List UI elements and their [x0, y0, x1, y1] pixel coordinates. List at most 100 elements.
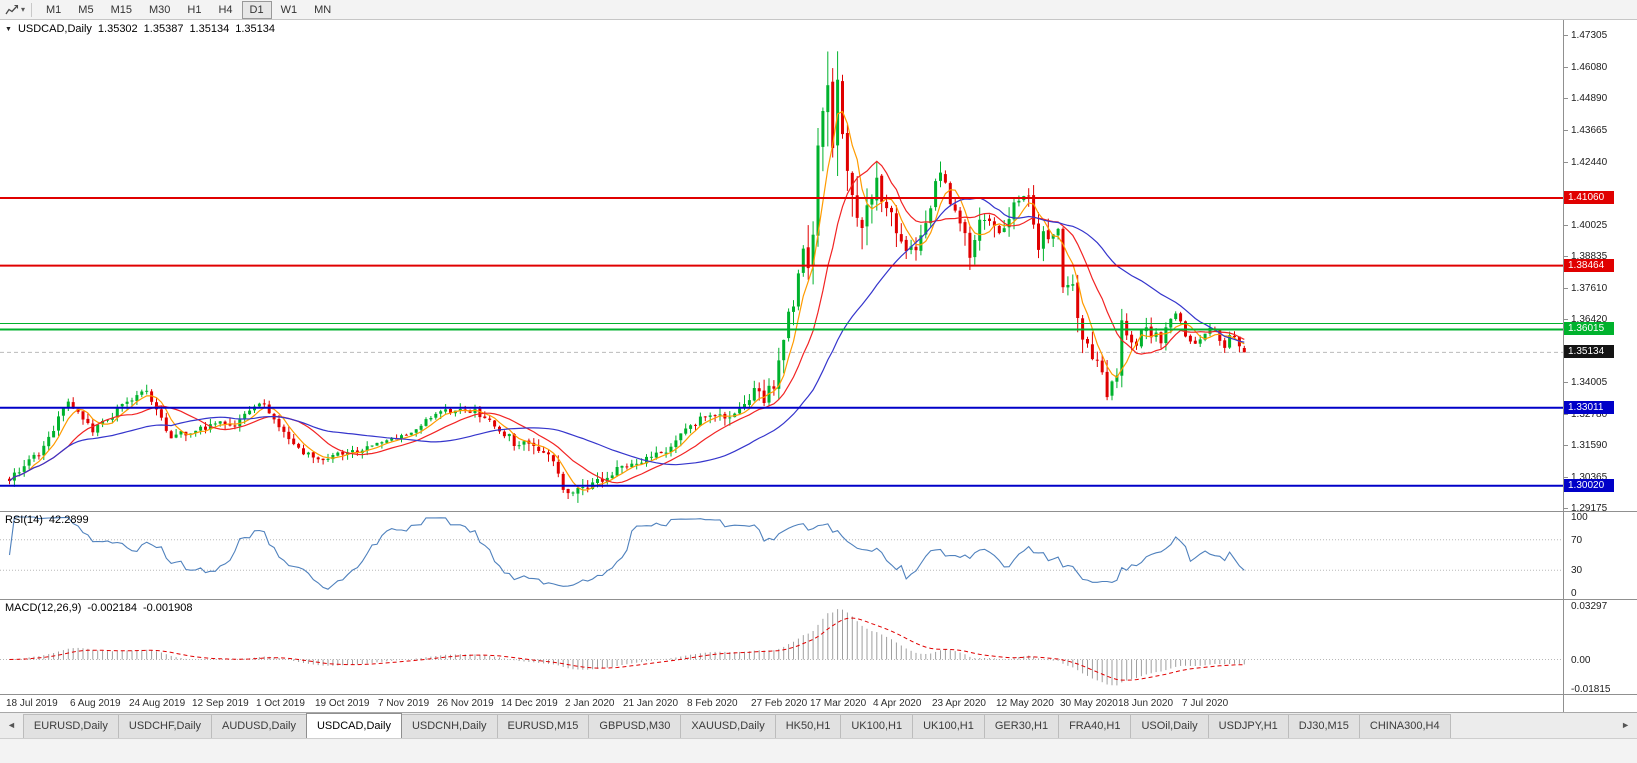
rsi-axis-label: 100: [1571, 512, 1588, 523]
date-label: 18 Jul 2019: [6, 698, 58, 709]
line-chart-icon[interactable]: [3, 2, 21, 18]
price-tick-label: 1.40025: [1571, 220, 1608, 231]
axis-tick-mark: [1564, 162, 1568, 163]
price-tick-label: 1.42440: [1571, 157, 1608, 168]
chart-tab-audusd-daily[interactable]: AUDUSD,Daily: [211, 714, 307, 738]
rsi-axis-label: 0: [1571, 588, 1577, 599]
chart-tab-china300-h4[interactable]: CHINA300,H4: [1358, 714, 1451, 738]
price-tick-label: 1.46080: [1571, 62, 1608, 73]
axis-tick-mark: [1564, 382, 1568, 383]
chart-tab-hk50-h1[interactable]: HK50,H1: [774, 714, 842, 738]
date-label: 4 Apr 2020: [873, 698, 922, 709]
axis-tick-mark: [1564, 508, 1568, 509]
chart-high-value: 1.35387: [143, 23, 184, 35]
chart-symbol-label: USDCAD,Daily: [17, 23, 92, 35]
chart-menu-icon[interactable]: ▼: [5, 25, 12, 33]
price-level-tag: 1.35134: [1564, 345, 1614, 358]
dropdown-caret-icon[interactable]: ▾: [21, 5, 26, 14]
chart-tab-usdjpy-h1[interactable]: USDJPY,H1: [1207, 714, 1289, 738]
date-axis: 18 Jul 2019 6 Aug 2019 24 Aug 2019 12 Sep 2…: [0, 695, 1563, 712]
chart-tab-usoil-daily[interactable]: USOil,Daily: [1130, 714, 1209, 738]
chart-tab-gbpusd-m30[interactable]: GBPUSD,M30: [588, 714, 682, 738]
rsi-name: RSI(14): [5, 514, 43, 526]
axis-tick-mark: [1564, 98, 1568, 99]
date-label: 26 Nov 2019: [437, 698, 494, 709]
chart-close-value: 1.35134: [235, 23, 275, 35]
pane-divider: [0, 694, 1637, 695]
price-tick-label: 1.29175: [1571, 503, 1608, 514]
price-tick-label: 1.37610: [1571, 283, 1608, 294]
price-level-tag[interactable]: 1.36015: [1564, 322, 1614, 335]
toolbar: ▾ M1 M5 M15 M30 H1 H4 D1 W1 MN: [0, 0, 1637, 20]
axis-tick-mark: [1564, 225, 1568, 226]
chart-tab-fra40-h1[interactable]: FRA40,H1: [1058, 714, 1132, 738]
timeframe-button-m5[interactable]: M5: [78, 3, 94, 16]
date-label: 17 Mar 2020: [810, 698, 867, 709]
axis-tick-mark: [1564, 477, 1568, 478]
chart-tab-uk100-h1[interactable]: UK100,H1: [912, 714, 985, 738]
rsi-label: RSI(14) 42.2899: [5, 514, 89, 526]
macd-canvas: [0, 609, 1563, 686]
timeframe-button-d1[interactable]: D1: [241, 0, 272, 19]
price-tick-label: 1.47305: [1571, 30, 1608, 41]
axis-tick-mark: [1564, 256, 1568, 257]
timeframe-button-w1[interactable]: W1: [280, 3, 298, 16]
date-label: 24 Aug 2019: [129, 698, 186, 709]
chart-tab-usdchf-daily[interactable]: USDCHF,Daily: [117, 714, 213, 738]
date-label: 14 Dec 2019: [501, 698, 558, 709]
chart-tab-usdcad-daily[interactable]: USDCAD,Daily: [305, 713, 402, 738]
price-level-tag[interactable]: 1.30020: [1564, 479, 1614, 492]
chart-tab-xauusd-daily[interactable]: XAUUSD,Daily: [680, 714, 776, 738]
tabs-scroll-left-icon[interactable]: ◄: [7, 720, 16, 730]
timeframe-button-m30[interactable]: M30: [148, 3, 171, 16]
timeframe-button-m1[interactable]: M1: [46, 3, 62, 16]
chart-tab-dj30-m15[interactable]: DJ30,M15: [1287, 714, 1360, 738]
pane-divider: [0, 511, 1637, 512]
rsi-pane[interactable]: RSI(14) 42.2899: [0, 512, 1563, 600]
chart-tabs: EURUSD,Daily USDCHF,Daily AUDUSD,Daily USDC…: [22, 713, 1614, 738]
price-tick-label: 1.32780: [1571, 409, 1608, 420]
pane-divider: [0, 599, 1637, 600]
price-tick-label: 1.43665: [1571, 125, 1608, 136]
timeframe-button-h4[interactable]: H4: [218, 3, 233, 16]
price-tick-label: 1.31590: [1571, 440, 1608, 451]
rsi-axis-label: 30: [1571, 565, 1583, 576]
price-tick-label: 1.44890: [1571, 93, 1608, 104]
candlestick-chart-canvas[interactable]: [0, 20, 1563, 512]
timeframe-group: M1 M5 M15 M30 H1 H4 D1 W1 MN: [38, 0, 339, 19]
main-chart-pane[interactable]: ▼ USDCAD,Daily 1.35302 1.35387 1.35134 1…: [0, 20, 1563, 512]
price-axis: 1.47305 1.46080 1.44890 1.43665 1.42440 1.400…: [1563, 20, 1637, 712]
axis-tick-mark: [1564, 288, 1568, 289]
timeframe-button-h1[interactable]: H1: [187, 3, 202, 16]
timeframe-button-mn[interactable]: MN: [314, 3, 332, 16]
macd-axis-label: -0.01815: [1571, 684, 1611, 695]
price-tick-label: 1.36420: [1571, 314, 1608, 325]
date-label: 30 May 2020: [1060, 698, 1118, 709]
chart-tab-usdcnh-daily[interactable]: USDCNH,Daily: [400, 714, 498, 738]
price-level-tag[interactable]: 1.41060: [1564, 191, 1614, 204]
chart-tab-uk100-h1[interactable]: UK100,H1: [840, 714, 914, 738]
timeframe-button-m15[interactable]: M15: [110, 3, 132, 16]
chart-region: ▼ USDCAD,Daily 1.35302 1.35387 1.35134 1…: [0, 20, 1637, 712]
macd-axis-label: 0.00: [1571, 655, 1591, 666]
chart-tab-ger30-h1[interactable]: GER30,H1: [983, 714, 1060, 738]
chart-ohlc-header: ▼ USDCAD,Daily 1.35302 1.35387 1.35134 1…: [5, 23, 275, 35]
date-label: 12 Sep 2019: [192, 698, 249, 709]
price-tick-label: 1.34005: [1571, 377, 1608, 388]
axis-tick-mark: [1564, 414, 1568, 415]
price-level-tag[interactable]: 1.33011: [1564, 401, 1614, 414]
tabs-scroll-right-icon[interactable]: ►: [1621, 720, 1630, 730]
macd-pane[interactable]: MACD(12,26,9) -0.002184 -0.001908: [0, 600, 1563, 695]
rsi-axis-label: 70: [1571, 535, 1583, 546]
chart-tab-eurusd-daily[interactable]: EURUSD,Daily: [22, 714, 119, 738]
toolbar-separator: [31, 2, 33, 17]
price-level-tag[interactable]: 1.38464: [1564, 259, 1614, 272]
date-label: 19 Oct 2019: [315, 698, 370, 709]
chart-tab-eurusd-m15[interactable]: EURUSD,M15: [496, 714, 590, 738]
date-label: 21 Jan 2020: [623, 698, 679, 709]
price-tick-label: 1.30365: [1571, 472, 1608, 483]
date-label: 1 Oct 2019: [256, 698, 305, 709]
status-strip: [0, 738, 1637, 763]
axis-tick-mark: [1564, 445, 1568, 446]
